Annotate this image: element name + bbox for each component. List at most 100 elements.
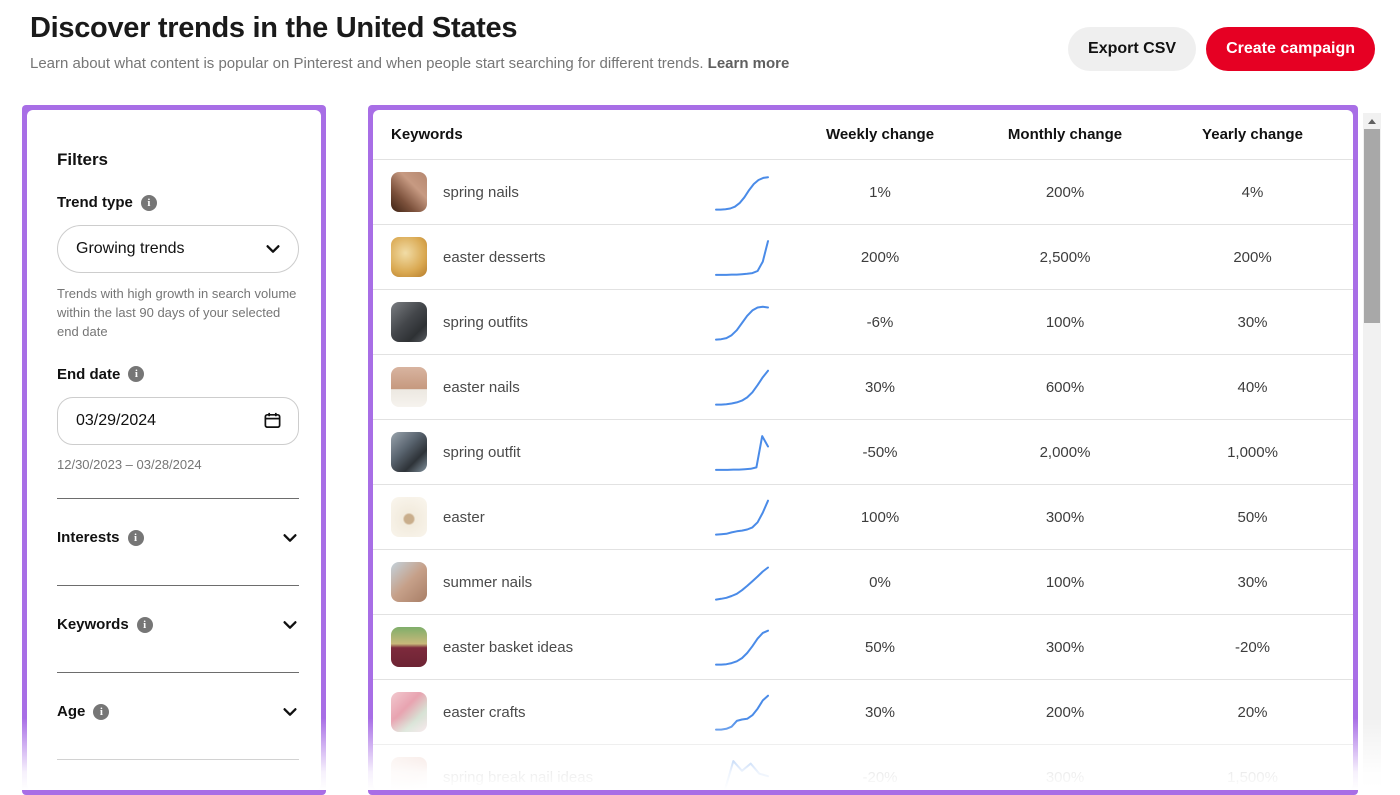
keyword-thumbnail [391, 757, 427, 790]
table-body: spring nails 1% 200% 4% easter desserts … [373, 160, 1353, 790]
keyword-label: easter [443, 508, 485, 526]
trend-type-label: Trend type i [57, 194, 291, 211]
filters-title: Filters [57, 150, 109, 169]
chevron-down-icon [283, 533, 297, 542]
yearly-change-value: 30% [1237, 313, 1268, 331]
yearly-change-value: 4% [1241, 183, 1264, 201]
trend-type-select[interactable]: Growing trends [57, 225, 299, 273]
page-subtitle: Learn about what content is popular on P… [30, 55, 789, 72]
calendar-icon [264, 412, 281, 429]
sparkline-cell [660, 299, 790, 345]
export-csv-button[interactable]: Export CSV [1068, 27, 1197, 71]
sparkline-chart [715, 305, 769, 341]
scrollbar[interactable] [1363, 113, 1381, 790]
info-icon[interactable]: i [127, 529, 144, 546]
keyword-cell: easter basket ideas [391, 627, 660, 667]
weekly-change-value: -20% [862, 768, 898, 786]
table-row[interactable]: spring outfits -6% 100% 30% [373, 290, 1353, 355]
weekly-change-value: 200% [860, 248, 900, 266]
filter-section-label-text: Keywords [57, 616, 129, 634]
table-header-row: Keywords Weekly change Monthly change Ye… [373, 110, 1353, 160]
table-row[interactable]: easter 100% 300% 50% [373, 485, 1353, 550]
info-icon[interactable]: i [93, 703, 110, 720]
yearly-change-value: -20% [1234, 638, 1271, 656]
filter-section-label: Interests i [57, 529, 144, 546]
monthly-change-value: 300% [1045, 638, 1085, 656]
learn-more-link[interactable]: Learn more [707, 55, 790, 72]
page-title: Discover trends in the United States [30, 12, 518, 44]
trend-type-label-text: Trend type [57, 194, 133, 211]
chevron-down-icon [283, 707, 297, 716]
keyword-label: spring outfit [443, 443, 521, 461]
table-row[interactable]: spring break nail ideas -20% 300% 1,500% [373, 745, 1353, 790]
keyword-cell: easter crafts [391, 692, 660, 732]
scrollbar-up-arrow[interactable] [1363, 113, 1381, 129]
sparkline-chart [715, 369, 769, 406]
info-icon[interactable]: i [128, 366, 145, 383]
column-header-keywords: Keywords [391, 126, 463, 143]
sparkline-cell [660, 364, 790, 410]
table-row[interactable]: summer nails 0% 100% 30% [373, 550, 1353, 615]
weekly-change-value: 30% [864, 378, 896, 396]
filter-section[interactable]: Keywords i [57, 586, 299, 673]
monthly-change-value: 2,000% [1039, 443, 1091, 461]
monthly-change-value: 100% [1045, 313, 1085, 331]
weekly-change-value: 100% [860, 508, 900, 526]
column-header-yearly-change[interactable]: Yearly change [1202, 126, 1303, 143]
table-row[interactable]: easter crafts 30% 200% 20% [373, 680, 1353, 745]
trend-type-help: Trends with high growth in search volume… [57, 286, 297, 339]
info-icon[interactable]: i [136, 616, 153, 633]
weekly-change-value: 1% [869, 183, 891, 201]
page-header: Discover trends in the United States Lea… [30, 12, 1375, 72]
filter-sections: Interests i Keywords i Age i [57, 497, 299, 760]
filter-section[interactable]: Age i [57, 673, 299, 760]
sparkline-chart [715, 566, 769, 601]
table-row[interactable]: spring outfit -50% 2,000% 1,000% [373, 420, 1353, 485]
column-header-monthly-change[interactable]: Monthly change [1007, 126, 1123, 143]
end-date-label-text: End date [57, 365, 121, 383]
monthly-change-value: 300% [1045, 768, 1085, 786]
yearly-change-value: 50% [1237, 508, 1268, 526]
monthly-change-value: 100% [1045, 573, 1085, 591]
sparkline-chart [715, 629, 769, 666]
yearly-change-value: 200% [1233, 248, 1272, 266]
keyword-thumbnail [391, 497, 427, 537]
chevron-down-icon [266, 245, 280, 253]
filter-section[interactable]: Interests i [57, 499, 299, 586]
yearly-change-value: 20% [1237, 703, 1268, 721]
trends-table-inner: Keywords Weekly change Monthly change Ye… [373, 110, 1353, 790]
yearly-change-value: 1,000% [1227, 443, 1278, 461]
end-date-label: End date i [57, 366, 291, 383]
scrollbar-thumb[interactable] [1364, 129, 1380, 323]
info-icon[interactable]: i [140, 194, 157, 211]
trends-table-panel: Keywords Weekly change Monthly change Ye… [368, 105, 1358, 795]
end-date-value: 03/29/2024 [76, 411, 157, 429]
column-header-weekly-change[interactable]: Weekly change [825, 126, 935, 143]
keyword-cell: spring break nail ideas [391, 757, 660, 790]
monthly-change-value: 300% [1045, 508, 1085, 526]
sparkline-cell [660, 559, 790, 605]
weekly-change-value: 0% [869, 573, 891, 591]
chevron-down-icon [283, 620, 297, 629]
weekly-change-value: 30% [864, 703, 896, 721]
keyword-label: spring nails [443, 183, 519, 201]
keyword-thumbnail [391, 237, 427, 277]
table-row[interactable]: easter basket ideas 50% 300% -20% [373, 615, 1353, 680]
keyword-cell: easter desserts [391, 237, 660, 277]
sparkline-cell [660, 689, 790, 735]
keyword-label: spring outfits [443, 313, 529, 331]
end-date-input[interactable]: 03/29/2024 [57, 396, 299, 445]
yearly-change-value: 40% [1237, 378, 1268, 396]
sparkline-cell [660, 624, 790, 670]
create-campaign-button[interactable]: Create campaign [1206, 27, 1375, 71]
keyword-label: easter desserts [443, 248, 546, 266]
table-row[interactable]: easter nails 30% 600% 40% [373, 355, 1353, 420]
weekly-change-value: 50% [864, 638, 896, 656]
monthly-change-value: 200% [1045, 703, 1085, 721]
weekly-change-value: -6% [866, 313, 894, 331]
monthly-change-value: 2,500% [1039, 248, 1091, 266]
table-row[interactable]: easter desserts 200% 2,500% 200% [373, 225, 1353, 290]
table-row[interactable]: spring nails 1% 200% 4% [373, 160, 1353, 225]
keyword-thumbnail [391, 302, 427, 342]
keyword-thumbnail [391, 562, 427, 602]
